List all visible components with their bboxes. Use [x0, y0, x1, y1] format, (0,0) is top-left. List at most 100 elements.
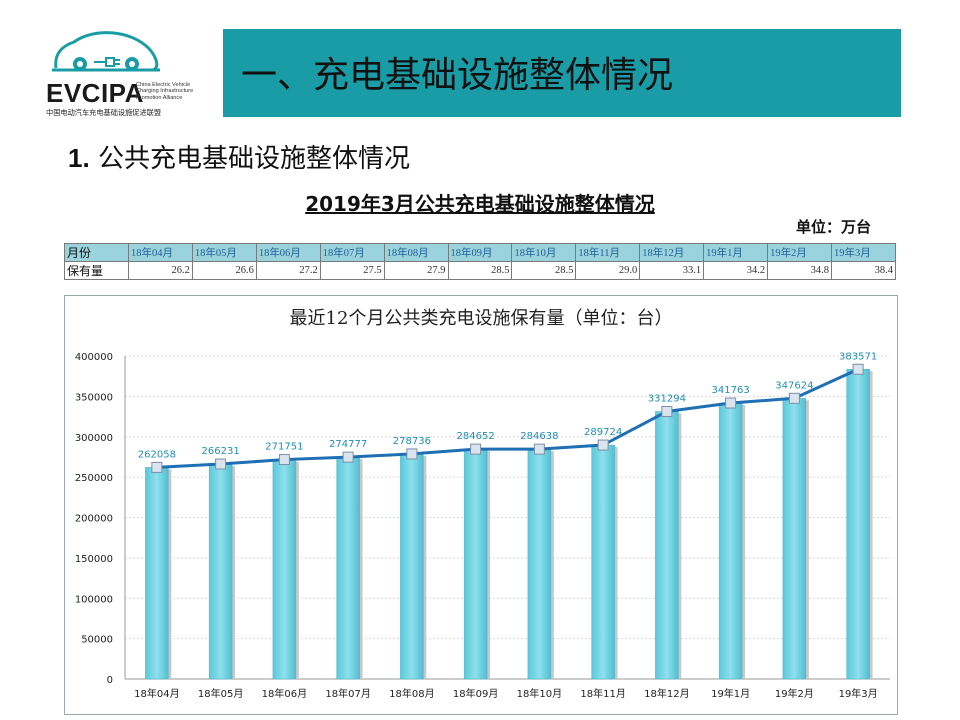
y-tick-label: 50000: [81, 635, 113, 646]
y-tick-label: 350000: [75, 392, 113, 403]
section-title: 1. 公共充电基础设施整体情况: [68, 138, 410, 175]
y-tick-label: 200000: [75, 514, 113, 525]
data-point-marker: [215, 458, 227, 470]
logo-english-name: China Electric Vehicle Charging Infrastr…: [136, 82, 216, 101]
trend-line: [156, 367, 859, 469]
car-plug-icon: [52, 31, 160, 72]
section-number: 1.: [68, 143, 90, 173]
data-label: 341763: [712, 385, 750, 396]
table-value-cell: 27.2: [255, 261, 321, 280]
x-tick-label: 18年12月: [644, 687, 689, 700]
table-month-cell: 19年1月: [703, 243, 769, 262]
table-value-cell: 27.9: [383, 261, 449, 280]
y-tick-label: 300000: [75, 433, 113, 444]
header-label: 月份: [64, 243, 129, 262]
x-tick-label: 18年04月: [134, 687, 179, 700]
x-tick-label: 19年3月: [839, 687, 878, 700]
data-label: 271751: [265, 442, 303, 453]
data-point-marker: [597, 439, 609, 451]
bar: [400, 453, 424, 680]
data-label: 274777: [329, 439, 367, 450]
bar: [463, 448, 488, 680]
bar: [336, 456, 360, 680]
data-label: 284652: [457, 431, 495, 442]
table-value-cell: 26.6: [191, 261, 257, 280]
logo-en-line: Promotion Alliance: [136, 94, 183, 101]
bar: [208, 463, 233, 680]
bar: [782, 398, 807, 680]
slide-title: 一、充电基础设施整体情况: [241, 55, 674, 96]
logo-en-line: Charging Infrastructure: [136, 88, 194, 95]
table-month-cell: 18年11月: [575, 243, 641, 262]
table-value-cell: 28.5: [447, 261, 513, 280]
y-tick-label: 100000: [75, 594, 113, 605]
x-tick-label: 18年06月: [262, 687, 307, 700]
bar: [718, 402, 743, 680]
data-label: 266231: [202, 446, 240, 457]
logo-chinese-name: 中国电动汽车充电基础设施促进联盟: [46, 108, 162, 117]
x-tick-label: 19年1月: [711, 687, 750, 700]
table-month-cell: 18年06月: [255, 243, 321, 262]
data-point-marker: [788, 392, 800, 404]
data-point-marker: [406, 448, 418, 460]
table-month-cell: 18年04月: [128, 243, 193, 262]
table-value-cell: 27.5: [319, 261, 385, 280]
table-month-cell: 18年10月: [511, 243, 577, 262]
x-tick-label: 18年10月: [517, 687, 562, 700]
table-title: 2019年3月公共充电基础设施整体情况: [305, 192, 655, 216]
table-value-cell: 34.8: [767, 261, 832, 280]
x-tick-label: 18年07月: [325, 687, 370, 700]
title-banner: 一、充电基础设施整体情况: [223, 29, 901, 117]
x-tick-label: 19年2月: [775, 687, 814, 700]
table-value-cell: 28.5: [511, 261, 577, 280]
data-label: 289724: [584, 427, 622, 438]
table-value-row: 保有量 26.2 26.6 27.2 27.5 27.9 28.5 28.5 29.0 33.1…: [64, 261, 897, 280]
data-label: 347624: [775, 380, 813, 391]
logo-name: EVCIPA: [46, 78, 144, 108]
table-month-cell: 18年05月: [191, 243, 257, 262]
data-label: 383571: [839, 351, 877, 362]
data-label: 278736: [393, 436, 431, 447]
table-value-cell: 33.1: [639, 261, 705, 280]
table-month-cell: 18年12月: [639, 243, 705, 262]
table-month-cell: 18年07月: [319, 243, 385, 262]
table-value-cell: 26.2: [128, 261, 193, 280]
data-label: 284638: [520, 431, 558, 442]
data-label: 262058: [138, 449, 176, 460]
data-point-marker: [725, 397, 737, 409]
data-point-marker: [342, 451, 354, 463]
row-label: 保有量: [64, 261, 129, 280]
table-month-cell: 18年09月: [447, 243, 513, 262]
data-point-marker: [533, 443, 545, 455]
x-tick-label: 18年11月: [580, 687, 625, 700]
x-tick-label: 18年08月: [389, 687, 434, 700]
y-tick-label: 250000: [75, 473, 113, 484]
data-point-marker: [661, 405, 673, 417]
table-value-cell: 38.4: [830, 261, 897, 280]
section-title-text: 公共充电基础设施整体情况: [97, 144, 410, 174]
bar: [272, 459, 297, 680]
y-tick-label: 0: [107, 675, 113, 686]
bar: [655, 411, 679, 680]
data-point-marker: [470, 443, 482, 455]
y-tick-label: 150000: [75, 554, 113, 565]
data-table: 月份 18年04月 18年05月 18年06月 18年07月 18年08月 18年09月 1…: [64, 243, 897, 280]
bar: [591, 444, 615, 680]
bar: [527, 448, 552, 680]
evcipa-logo: EVCIPA China Electric Vehicle Charging I…: [38, 26, 208, 121]
data-point-marker: [852, 363, 864, 375]
x-tick-label: 18年09月: [453, 687, 498, 700]
unit-label: 单位：万台: [796, 218, 872, 236]
y-tick-label: 400000: [75, 352, 113, 363]
table-value-cell: 29.0: [575, 261, 641, 280]
chart-container: 最近12个月公共类充电设施保有量（单位：台） 0 50000 100000 15000…: [64, 295, 898, 715]
table-header-row: 月份 18年04月 18年05月 18年06月 18年07月 18年08月 18年09月 1…: [64, 243, 897, 262]
table-month-cell: 18年08月: [383, 243, 449, 262]
chart-svg: 0 50000 100000 150000 200000 250000 300000 3500…: [75, 351, 890, 700]
logo-en-line: China Electric Vehicle: [136, 82, 191, 88]
chart-title: 最近12个月公共类充电设施保有量（单位：台）: [289, 308, 673, 329]
table-value-cell: 34.2: [703, 261, 769, 280]
x-tick-label: 18年05月: [198, 687, 243, 700]
table-month-cell: 19年3月: [830, 243, 897, 262]
bar: [145, 467, 169, 680]
